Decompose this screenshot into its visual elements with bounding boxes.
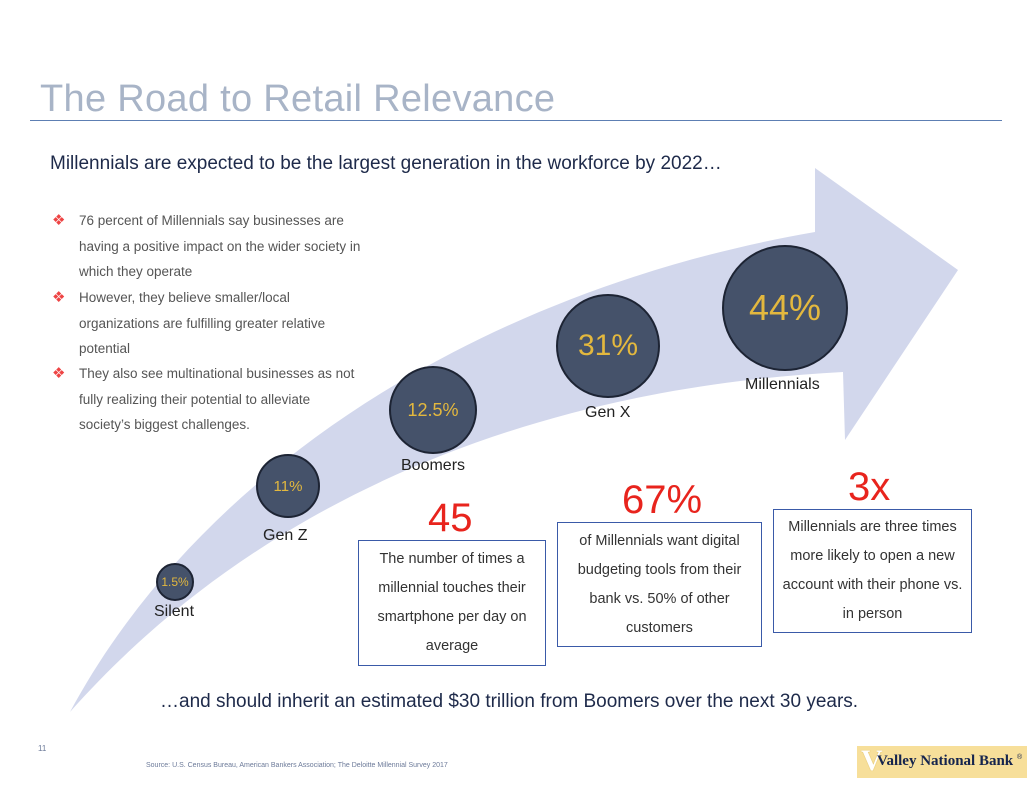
bullet-text: They also see multinational businesses a… (79, 366, 355, 432)
label-boomers: Boomers (401, 457, 466, 474)
label-gen-x: Gen X (585, 404, 631, 421)
diamond-bullet-icon: ❖ (52, 212, 66, 229)
label-silent: Silent (154, 603, 195, 620)
logo-v-mark-icon: V (861, 744, 883, 777)
title-divider (30, 120, 1002, 121)
bullet-item-3: ❖ They also see multinational businesses… (52, 361, 362, 438)
valley-national-bank-logo: V Valley National Bank ® (857, 744, 1027, 778)
label-gen-z: Gen Z (263, 527, 308, 544)
stat-3x: 3x (848, 465, 891, 509)
bullet-item-1: ❖ 76 percent of Millennials say business… (52, 208, 362, 285)
footer-statement: …and should inherit an estimated $30 tri… (160, 691, 859, 712)
label-millennials: Millennials (745, 376, 820, 393)
circle-gen-x: 31% (556, 294, 660, 398)
circle-boomers: 12.5% (389, 366, 477, 454)
page-title: The Road to Retail Relevance (40, 78, 556, 120)
circle-gen-z: 11% (256, 454, 320, 518)
diamond-bullet-icon: ❖ (52, 365, 66, 382)
stat-box-budgeting: of Millennials want digital budgeting to… (557, 522, 762, 647)
page-number: 11 (38, 744, 47, 753)
subtitle: Millennials are expected to be the large… (50, 153, 722, 174)
bullet-text: However, they believe smaller/local orga… (79, 290, 326, 356)
stat-box-new-account: Millennials are three times more likely … (773, 509, 972, 633)
logo-wordmark: Valley National Bank (877, 753, 1014, 769)
bullet-item-2: ❖ However, they believe smaller/local or… (52, 285, 362, 362)
stat-67-percent: 67% (622, 478, 703, 522)
stat-box-smartphone: The number of times a millennial touches… (358, 540, 546, 666)
registered-mark: ® (1017, 754, 1023, 761)
bullet-text: 76 percent of Millennials say businesses… (79, 213, 361, 279)
stat-45: 45 (428, 496, 473, 540)
circle-millennials: 44% (722, 245, 848, 371)
source-note: Source: U.S. Census Bureau, American Ban… (146, 762, 448, 769)
diamond-bullet-icon: ❖ (52, 289, 66, 306)
logo-background (857, 746, 1027, 778)
circle-silent: 1.5% (156, 563, 194, 601)
